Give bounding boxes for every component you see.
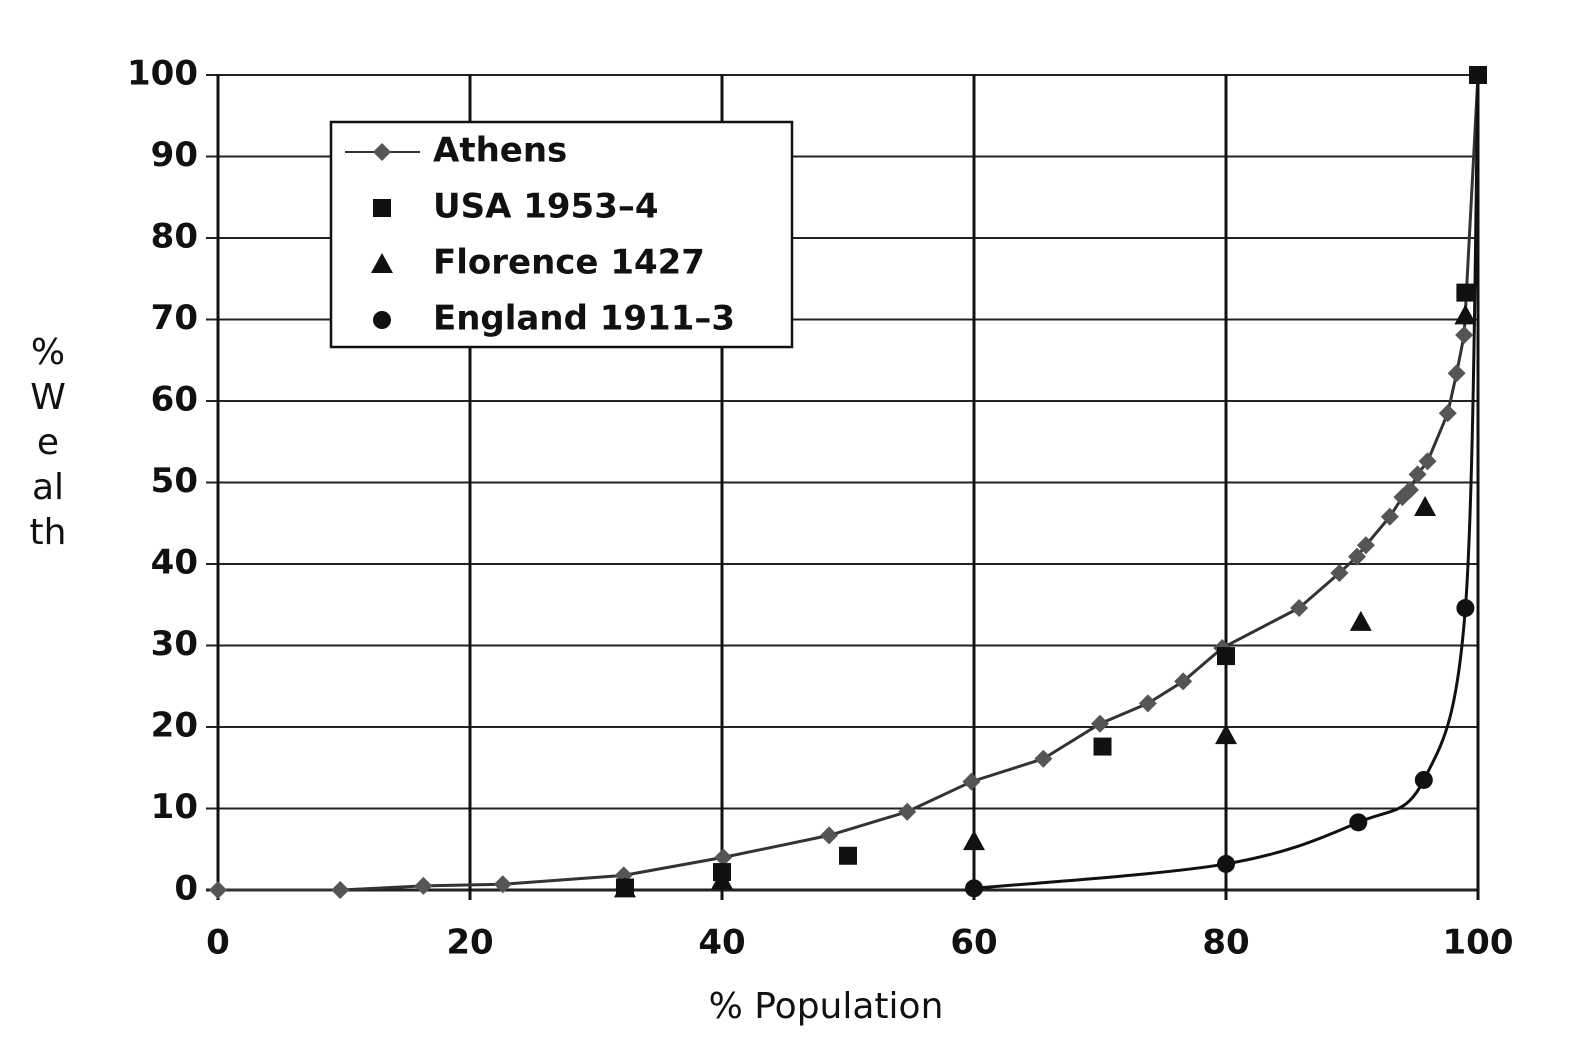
marker (962, 772, 981, 791)
y-tick-label: 40 (151, 543, 198, 583)
marker (1093, 737, 1112, 756)
x-axis-label: % Population (709, 986, 944, 1027)
y-tick-label: 10 (151, 787, 198, 827)
marker (965, 879, 983, 898)
marker (1418, 452, 1437, 471)
marker (1447, 364, 1466, 383)
legend-label: Athens (433, 131, 567, 171)
marker (1348, 547, 1367, 566)
legend-marker (373, 143, 391, 161)
y-tick-label: 70 (151, 298, 198, 338)
marker (331, 881, 350, 899)
y-tick-label: 20 (151, 706, 198, 746)
marker (1217, 647, 1235, 666)
x-tick-label: 20 (446, 923, 493, 963)
marker (1469, 66, 1487, 84)
marker (1349, 813, 1368, 832)
marker (839, 846, 857, 865)
marker (963, 830, 985, 851)
marker (1174, 672, 1193, 691)
marker (493, 875, 512, 894)
marker (1356, 536, 1375, 555)
y-tick-label: 60 (151, 380, 198, 420)
marker (1330, 563, 1349, 582)
marker (820, 826, 839, 845)
legend-label: England 1911–3 (433, 299, 735, 339)
y-tick-label: 100 (127, 54, 198, 94)
marker (898, 802, 917, 821)
marker (1138, 694, 1157, 713)
x-tick-label: 40 (698, 923, 745, 963)
legend-label: USA 1953–4 (433, 187, 659, 227)
marker (1414, 770, 1433, 789)
legend-marker (371, 253, 393, 273)
marker (1034, 749, 1053, 768)
marker (1438, 404, 1457, 423)
y-tick-label: 30 (151, 624, 198, 664)
marker (414, 876, 433, 895)
marker (613, 877, 636, 898)
marker (1217, 854, 1235, 873)
marker (1091, 714, 1109, 733)
marker (1400, 480, 1419, 499)
x-tick-label: 60 (950, 923, 997, 963)
x-tick-label: 0 (206, 923, 230, 963)
marker (1349, 610, 1372, 631)
y-tick-label: 80 (151, 217, 198, 257)
x-tick-label: 100 (1443, 923, 1514, 963)
legend-label: Florence 1427 (433, 243, 705, 283)
y-axis-label: % Wealth (29, 332, 67, 553)
marker (1380, 507, 1399, 526)
legend: Athens USA 1953–4 Florence 1427 England 191… (329, 120, 794, 349)
marker (1454, 304, 1477, 325)
marker (1408, 465, 1427, 484)
y-tick-label: 90 (151, 135, 198, 175)
legend-marker (373, 311, 391, 329)
marker (209, 881, 227, 899)
marker (1215, 724, 1237, 745)
legend-box (329, 120, 794, 349)
y-tick-label: 50 (151, 461, 198, 501)
marker (1456, 599, 1475, 618)
marker (1414, 495, 1437, 516)
marker (714, 848, 733, 867)
marker (1455, 325, 1474, 344)
marker (1456, 283, 1475, 302)
legend-marker (373, 199, 391, 217)
y-tick-label: 0 (174, 869, 198, 909)
marker (1290, 599, 1309, 618)
x-tick-label: 80 (1202, 923, 1249, 963)
marker (711, 869, 733, 890)
